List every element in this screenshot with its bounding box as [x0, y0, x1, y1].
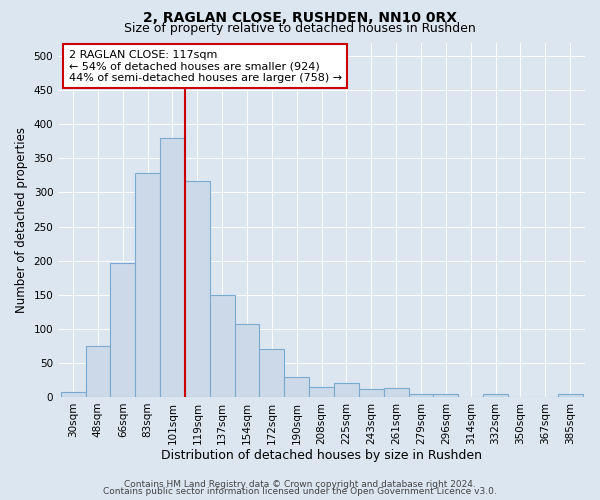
Text: 2 RAGLAN CLOSE: 117sqm
← 54% of detached houses are smaller (924)
44% of semi-de: 2 RAGLAN CLOSE: 117sqm ← 54% of detached…: [69, 50, 342, 83]
Bar: [160, 138, 185, 397]
Bar: [235, 324, 259, 397]
Text: Size of property relative to detached houses in Rushden: Size of property relative to detached ho…: [124, 22, 476, 35]
Bar: [210, 294, 235, 397]
X-axis label: Distribution of detached houses by size in Rushden: Distribution of detached houses by size …: [161, 450, 482, 462]
Bar: [309, 386, 334, 397]
Bar: [334, 384, 359, 397]
Bar: [110, 262, 135, 397]
Text: Contains HM Land Registry data © Crown copyright and database right 2024.: Contains HM Land Registry data © Crown c…: [124, 480, 476, 489]
Bar: [284, 376, 309, 397]
Bar: [61, 392, 86, 397]
Bar: [185, 181, 210, 397]
Y-axis label: Number of detached properties: Number of detached properties: [15, 126, 28, 312]
Text: Contains public sector information licensed under the Open Government Licence v3: Contains public sector information licen…: [103, 487, 497, 496]
Bar: [483, 394, 508, 397]
Bar: [86, 346, 110, 397]
Text: 2, RAGLAN CLOSE, RUSHDEN, NN10 0RX: 2, RAGLAN CLOSE, RUSHDEN, NN10 0RX: [143, 11, 457, 25]
Bar: [135, 174, 160, 397]
Bar: [359, 390, 384, 397]
Bar: [384, 388, 409, 397]
Bar: [409, 394, 433, 397]
Bar: [557, 394, 583, 397]
Bar: [259, 349, 284, 397]
Bar: [433, 394, 458, 397]
